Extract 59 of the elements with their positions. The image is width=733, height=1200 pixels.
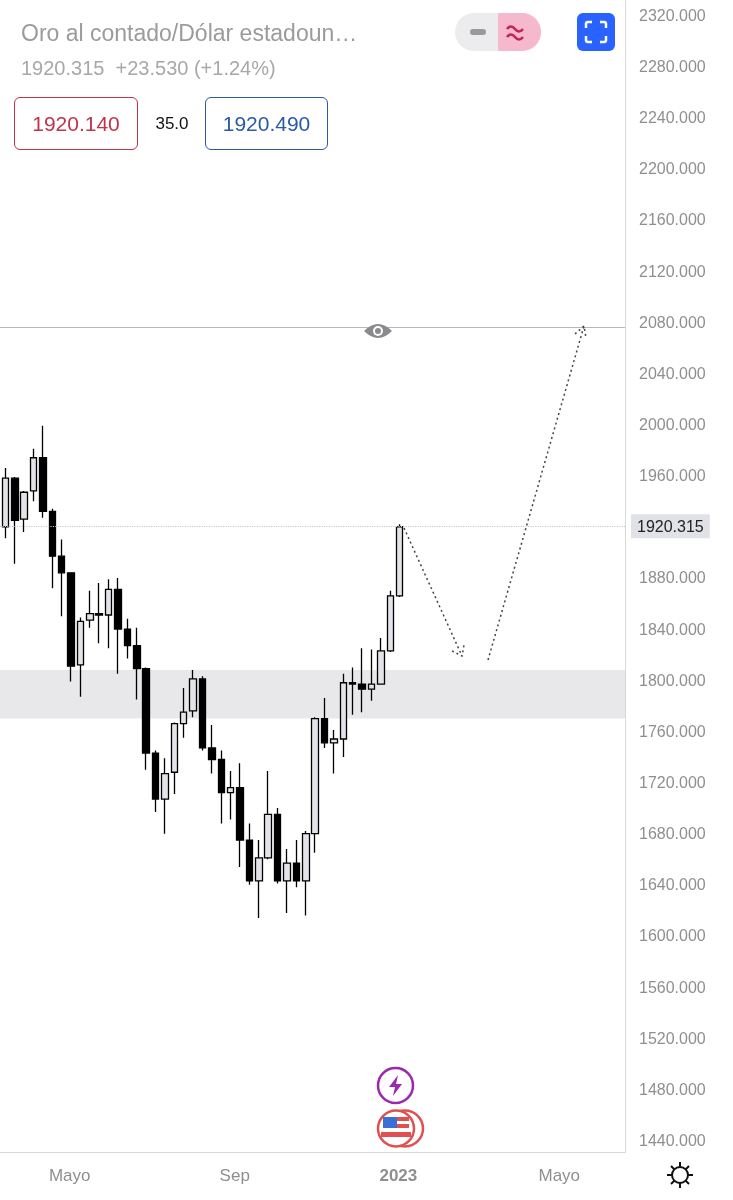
candlestick	[104, 578, 113, 649]
y-tick-label: 2160.000	[639, 211, 706, 229]
y-tick-label: 2000.000	[639, 415, 706, 433]
candlestick	[273, 807, 282, 885]
candlestick	[329, 729, 339, 775]
text: 1920.315 +23.530 (+1.24%)	[21, 57, 276, 79]
candlestick	[48, 508, 57, 589]
candlestick	[123, 618, 132, 660]
text: Oro al contado/Dólar estadoun…	[21, 19, 358, 46]
y-tick-label: 1760.000	[639, 722, 706, 740]
candlestick	[29, 448, 38, 502]
candlestick	[292, 839, 301, 888]
candlestick	[66, 572, 76, 683]
annotation: 1920.140	[14, 97, 138, 150]
x-tick-label: Mayo	[538, 1166, 581, 1185]
x-tick-label: Sep	[219, 1166, 250, 1185]
y-tick-label: 2200.000	[639, 160, 706, 178]
annotation: 35.0	[154, 112, 190, 135]
candlestick	[113, 577, 123, 675]
candlestick	[160, 757, 170, 835]
candlestick	[170, 721, 179, 795]
candlestick	[348, 666, 357, 716]
candlestick	[235, 762, 245, 868]
y-tick-label: 1800.000	[639, 671, 706, 689]
y-tick-label: 1680.000	[639, 825, 706, 843]
ref-line-label: 1920.315	[637, 517, 704, 535]
x-tick-label: 2023	[379, 1166, 418, 1185]
candlestick	[226, 770, 235, 821]
candlestick	[38, 425, 48, 519]
y-tick-label: 2120.000	[639, 262, 706, 280]
y-tick-label: 1880.000	[639, 569, 706, 587]
y-tick-label: 2040.000	[639, 364, 706, 382]
y-tick-label: 1640.000	[639, 876, 706, 894]
y-tick-label: 1560.000	[639, 978, 706, 996]
y-tick-label: 1720.000	[639, 773, 706, 791]
candlestick	[386, 590, 395, 653]
candlestick	[320, 697, 329, 749]
candlestick	[151, 749, 160, 813]
candlestick	[207, 724, 217, 775]
y-tick-label: 2280.000	[639, 57, 706, 75]
candlestick	[357, 647, 367, 713]
candlestick	[282, 848, 292, 914]
x-tick-label: Mayo	[48, 1166, 91, 1185]
candlestick	[1, 467, 10, 539]
candlestick	[198, 675, 207, 752]
candlestick	[245, 822, 254, 886]
candlestick	[217, 749, 226, 825]
y-tick-label: 1480.000	[639, 1080, 706, 1098]
candlestick	[57, 538, 66, 617]
y-tick-label: 2080.000	[639, 313, 706, 331]
y-tick-label: 1600.000	[639, 927, 706, 945]
y-tick-label: 1520.000	[639, 1029, 706, 1047]
y-tick-label: 2240.000	[639, 109, 706, 127]
candlestick	[395, 523, 404, 598]
annotation: 1920.490	[205, 97, 328, 150]
y-tick-label: 1840.000	[639, 620, 706, 638]
y-tick-label: 1960.000	[639, 467, 706, 485]
y-tick-label: 1440.000	[639, 1131, 706, 1149]
y-tick-label: 2320.000	[639, 6, 706, 24]
